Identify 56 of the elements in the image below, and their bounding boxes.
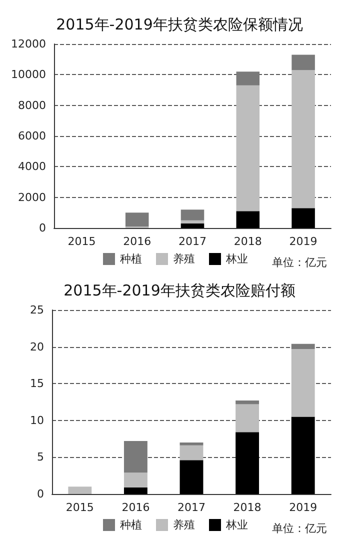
legend-label: 种植 — [120, 518, 142, 532]
bar — [68, 486, 92, 494]
y-tick-label: 5 — [37, 450, 44, 464]
x-tick-label: 2017 — [178, 235, 206, 248]
y-tick-label: 10000 — [10, 68, 46, 82]
bar — [236, 72, 260, 86]
bar — [236, 211, 260, 228]
y-tick-label: 0 — [37, 488, 44, 500]
legend-label: 林业 — [225, 518, 248, 532]
bar — [180, 220, 204, 224]
bar — [125, 212, 149, 226]
x-tick-label: 2016 — [123, 235, 152, 248]
y-tick-label: 10 — [30, 414, 44, 427]
y-tick-label: 0 — [38, 222, 46, 234]
bar — [180, 442, 204, 446]
bar — [180, 210, 204, 220]
y-tick-label: 4000 — [18, 160, 46, 174]
legend-label: 养殖 — [173, 252, 195, 266]
legend-label: 种植 — [120, 252, 142, 266]
bar — [291, 344, 315, 350]
x-tick-label: 2019 — [289, 501, 318, 514]
y-tick-label: 8000 — [18, 98, 46, 112]
bar — [292, 208, 315, 228]
chart-title: 2015年-2019年扶贫类农险保额情况 — [56, 16, 303, 34]
x-tick-label: 2017 — [178, 501, 206, 514]
y-tick-label: 2000 — [18, 190, 46, 204]
legend-label: 养殖 — [173, 518, 195, 532]
x-tick-label: 2018 — [234, 235, 262, 248]
bar — [124, 441, 148, 473]
bar — [124, 487, 148, 494]
bar — [180, 460, 204, 494]
x-tick-label: 2019 — [289, 235, 318, 248]
text: 单位：亿元 — [272, 522, 327, 535]
x-tick-label: 2015 — [66, 501, 94, 514]
bar — [236, 400, 260, 404]
bar — [180, 445, 204, 460]
bar — [292, 54, 315, 70]
x-tick-label: 2016 — [122, 501, 150, 514]
y-tick-label: 25 — [30, 304, 44, 316]
bar — [236, 432, 260, 494]
text: 单位：亿元 — [272, 256, 327, 269]
legend-label: 林业 — [225, 252, 248, 266]
x-tick-label: 2018 — [233, 501, 262, 514]
y-tick-label: 15 — [30, 377, 44, 390]
bar — [180, 223, 204, 228]
bar — [124, 472, 148, 488]
bar — [291, 349, 315, 417]
bar — [291, 416, 315, 494]
bar — [292, 70, 315, 208]
y-tick-label: 6000 — [18, 130, 46, 142]
y-tick-label: 20 — [30, 340, 44, 354]
x-tick-label: 2015 — [68, 235, 96, 248]
y-tick-label: 12000 — [10, 38, 46, 50]
bar — [236, 85, 260, 212]
bar — [236, 404, 260, 432]
chart-title: 2015年-2019年扶贫类农险赔付额 — [64, 282, 296, 300]
